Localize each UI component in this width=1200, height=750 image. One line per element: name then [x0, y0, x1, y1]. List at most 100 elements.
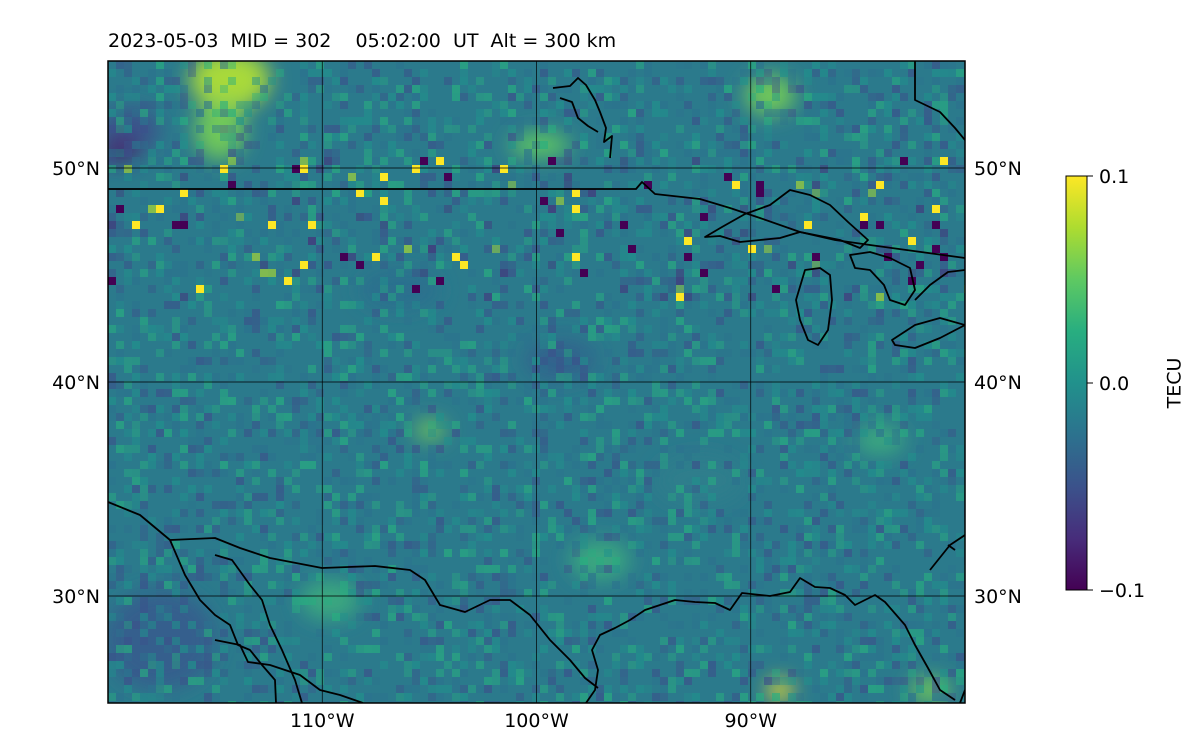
tec-pixel: [436, 605, 444, 613]
tec-pixel: [196, 461, 204, 469]
tec-pixel: [860, 693, 868, 701]
tec-pixel: [508, 189, 516, 197]
tec-pixel: [740, 165, 748, 173]
tec-pixel: [932, 397, 940, 405]
tec-pixel: [468, 165, 476, 173]
tec-pixel: [476, 157, 484, 165]
tec-pixel: [532, 533, 540, 541]
tec-pixel: [628, 461, 636, 469]
tec-pixel: [652, 381, 660, 389]
tec-pixel: [540, 413, 548, 421]
tec-pixel: [652, 461, 660, 469]
tec-pixel: [764, 77, 772, 85]
tec-pixel: [596, 293, 604, 301]
tec-pixel: [564, 125, 572, 133]
tec-pixel: [372, 285, 380, 293]
tec-pixel: [244, 637, 252, 645]
tec-pixel: [364, 141, 372, 149]
tec-pixel: [292, 165, 300, 173]
tec-pixel: [484, 549, 492, 557]
tec-pixel: [940, 381, 948, 389]
tec-pixel: [140, 525, 148, 533]
tec-pixel: [300, 325, 308, 333]
tec-pixel: [516, 701, 524, 703]
tec-pixel: [908, 309, 916, 317]
tec-pixel: [300, 597, 308, 605]
map-coastlines: [108, 61, 965, 703]
tec-pixel: [124, 429, 132, 437]
tec-pixel: [900, 357, 908, 365]
tec-pixel: [204, 549, 212, 557]
tec-pixel: [628, 581, 636, 589]
tec-pixel: [620, 445, 628, 453]
tec-pixel: [244, 701, 252, 703]
tec-pixel: [652, 341, 660, 349]
lake-ontario: [914, 269, 965, 301]
tec-pixel: [340, 685, 348, 693]
tec-pixel: [548, 189, 556, 197]
tec-pixel: [924, 629, 932, 637]
tec-pixel: [108, 461, 116, 469]
tec-pixel: [332, 469, 340, 477]
tec-pixel: [548, 581, 556, 589]
tec-pixel: [956, 69, 964, 77]
tec-pixel: [244, 653, 252, 661]
tec-pixel: [596, 477, 604, 485]
tec-pixel: [316, 517, 324, 525]
tec-pixel: [644, 213, 652, 221]
tec-pixel: [308, 413, 316, 421]
tec-pixel: [156, 77, 164, 85]
tec-pixel: [684, 485, 692, 493]
tec-pixel: [372, 181, 380, 189]
tec-pixel: [876, 181, 884, 189]
tec-pixel: [540, 533, 548, 541]
tec-pixel: [860, 173, 868, 181]
tec-pixel: [436, 413, 444, 421]
tec-pixel: [196, 509, 204, 517]
tec-pixel: [268, 469, 276, 477]
tec-pixel: [324, 133, 332, 141]
tec-pixel: [860, 669, 868, 677]
tec-pixel: [564, 357, 572, 365]
tec-pixel: [780, 525, 788, 533]
tec-pixel: [668, 221, 676, 229]
tec-pixel: [308, 429, 316, 437]
tec-pixel: [244, 181, 252, 189]
tec-pixel: [620, 645, 628, 653]
tec-pixel: [276, 325, 284, 333]
tec-pixel: [652, 293, 660, 301]
tec-pixel: [716, 85, 724, 93]
tec-pixel: [620, 685, 628, 693]
tec-pixel: [716, 293, 724, 301]
tec-pixel: [172, 101, 180, 109]
tec-pixel: [652, 557, 660, 565]
tec-pixel: [196, 205, 204, 213]
tec-pixel: [484, 189, 492, 197]
tec-pixel: [588, 381, 596, 389]
tec-pixel: [228, 309, 236, 317]
tec-pixel: [476, 109, 484, 117]
tec-pixel: [260, 197, 268, 205]
tec-pixel: [148, 413, 156, 421]
tec-pixel: [644, 269, 652, 277]
tec-pixel: [844, 445, 852, 453]
tec-pixel: [788, 413, 796, 421]
tec-pixel: [156, 405, 164, 413]
tec-pixel: [868, 373, 876, 381]
tec-pixel: [668, 85, 676, 93]
tec-pixel: [236, 413, 244, 421]
tec-pixel: [676, 637, 684, 645]
tec-pixel: [276, 125, 284, 133]
tec-pixel: [652, 253, 660, 261]
tec-pixel: [572, 309, 580, 317]
tec-pixel: [516, 93, 524, 101]
tec-pixel: [412, 605, 420, 613]
tec-pixel: [532, 365, 540, 373]
tec-pixel: [500, 509, 508, 517]
tec-pixel: [660, 261, 668, 269]
tec-pixel: [348, 677, 356, 685]
tec-pixel: [316, 213, 324, 221]
tec-pixel: [164, 581, 172, 589]
tec-pixel: [628, 245, 636, 253]
tec-pixel: [580, 413, 588, 421]
